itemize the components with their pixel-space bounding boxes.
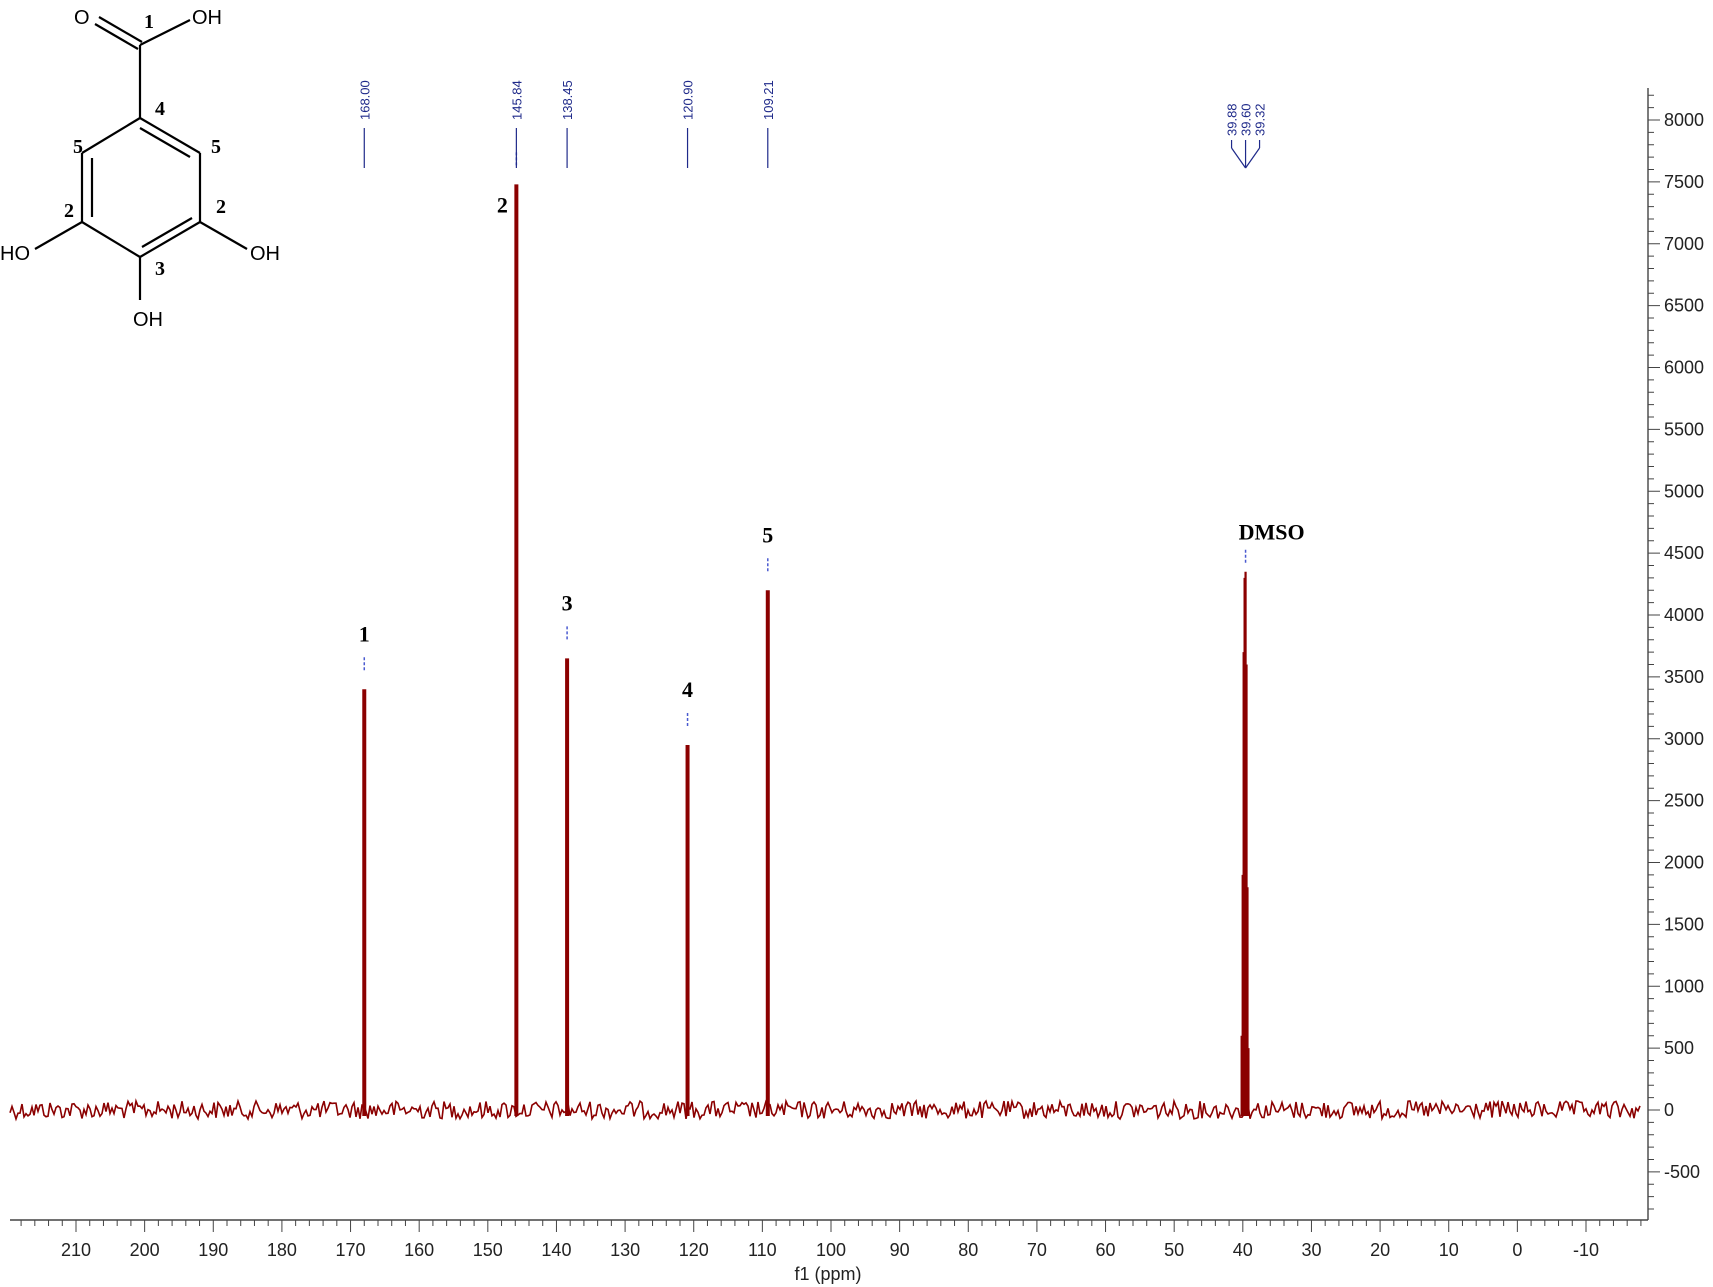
- solvent-label: DMSO: [1239, 520, 1305, 545]
- carbon-number-2-left: 2: [64, 200, 74, 222]
- peak-pick-value: 168.00: [357, 80, 372, 120]
- y-tick-label: 3500: [1664, 667, 1704, 687]
- carbon-number-1: 1: [144, 11, 154, 33]
- x-tick-label: 90: [890, 1240, 910, 1260]
- gallic-acid-structure: [34, 16, 248, 300]
- y-tick-label: 6500: [1664, 296, 1704, 316]
- peak-pick-value: 109.21: [761, 80, 776, 120]
- y-tick-label: 0: [1664, 1100, 1674, 1120]
- solvent-pick-value: 39.88: [1225, 103, 1240, 136]
- x-tick-label: 170: [336, 1240, 366, 1260]
- acid-oh-label: OH: [192, 7, 222, 29]
- solvent-pick-line: [1245, 147, 1261, 169]
- x-tick-label: 50: [1164, 1240, 1184, 1260]
- x-tick-label: 30: [1301, 1240, 1321, 1260]
- y-tick-label: 7000: [1664, 234, 1704, 254]
- carbon-number-5-left: 5: [73, 136, 83, 158]
- x-tick-label: 100: [816, 1240, 846, 1260]
- x-tick-label: 210: [61, 1240, 91, 1260]
- carbon-number-4: 4: [155, 98, 165, 120]
- peak-pick-labels: 168.00 145.84 138.45 120.90 109.21 39.88 39.60…: [357, 80, 1268, 169]
- x-tick-label: 130: [610, 1240, 640, 1260]
- x-tick-label: 40: [1233, 1240, 1253, 1260]
- y-tick-label: 2000: [1664, 853, 1704, 873]
- peak-pick-value: 138.45: [560, 80, 575, 120]
- y-tick-label: 7500: [1664, 172, 1704, 192]
- x-tick-label: 0: [1512, 1240, 1522, 1260]
- peak-number-label: 3: [562, 590, 573, 615]
- peak-group: 1 2 3 4 5 DMSO: [359, 152, 1305, 1116]
- solvent-pick-value: 39.32: [1253, 103, 1268, 136]
- x-tick-label: 120: [679, 1240, 709, 1260]
- peak-number-label: 4: [682, 677, 693, 702]
- solvent-pick-value: 39.60: [1239, 103, 1254, 136]
- x-tick-label: -10: [1573, 1240, 1599, 1260]
- carbonyl-oxygen-label: O: [74, 7, 90, 29]
- x-tick-label: 20: [1370, 1240, 1390, 1260]
- peak-number-label: 1: [359, 621, 370, 646]
- x-tick-label: 160: [404, 1240, 434, 1260]
- x-tick-label: 180: [267, 1240, 297, 1260]
- y-tick-label: 4000: [1664, 605, 1704, 625]
- x-axis-label: f1 (ppm): [794, 1264, 861, 1284]
- right-oh-label: OH: [250, 243, 280, 265]
- x-tick-label: 140: [541, 1240, 571, 1260]
- y-tick-label: 2500: [1664, 791, 1704, 811]
- y-tick-label: 500: [1664, 1038, 1694, 1058]
- y-tick-label: 1000: [1664, 976, 1704, 996]
- x-tick-label: 190: [198, 1240, 228, 1260]
- peak-pick-value: 145.84: [509, 80, 524, 120]
- axes: 210 200 190 180 170 160 150 140 130 120 110 100 90 80…: [10, 88, 1704, 1260]
- left-ho-label: HO: [0, 243, 30, 265]
- y-tick-label: 4500: [1664, 543, 1704, 563]
- x-tick-label: 80: [958, 1240, 978, 1260]
- bottom-oh-label: OH: [133, 309, 163, 331]
- y-tick-label: -500: [1664, 1162, 1700, 1182]
- peak-number-label: 2: [497, 192, 508, 217]
- y-tick-label: 1500: [1664, 914, 1704, 934]
- y-tick-label: 5500: [1664, 419, 1704, 439]
- x-tick-label: 150: [473, 1240, 503, 1260]
- y-tick-label: 6000: [1664, 358, 1704, 378]
- x-tick-label: 110: [748, 1240, 777, 1260]
- x-tick-label: 60: [1096, 1240, 1116, 1260]
- carbon-number-3: 3: [155, 258, 165, 280]
- solvent-pick-line: [1231, 147, 1247, 169]
- y-tick-label: 5000: [1664, 481, 1704, 501]
- y-tick-label: 8000: [1664, 110, 1704, 130]
- y-tick-label: 3000: [1664, 729, 1704, 749]
- peak-pick-value: 120.90: [681, 80, 696, 120]
- carbon-number-2-right: 2: [216, 196, 226, 218]
- baseline-noise-line: [9, 1098, 1641, 1122]
- x-tick-label: 70: [1027, 1240, 1047, 1260]
- x-tick-label: 200: [130, 1240, 160, 1260]
- carbon-number-5-right: 5: [211, 136, 221, 158]
- peak-number-label: 5: [762, 522, 773, 547]
- x-tick-label: 10: [1439, 1240, 1459, 1260]
